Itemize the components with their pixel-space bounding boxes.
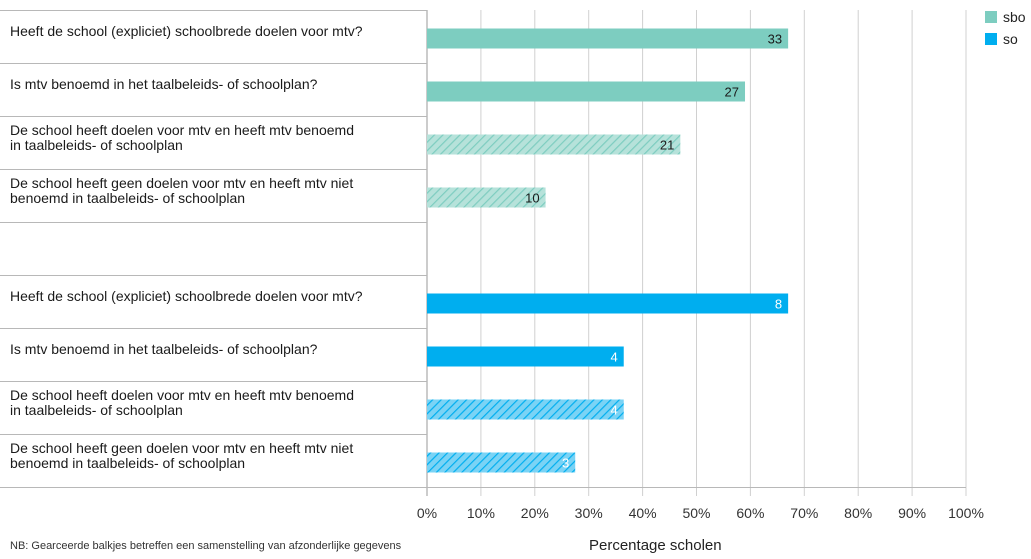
- legend-label-sbo: sbo: [1003, 9, 1026, 25]
- bars: 33 27 21 10 8 4 4 3: [427, 28, 789, 473]
- x-tick-label: 30%: [575, 505, 603, 521]
- x-tick-label: 100%: [948, 505, 984, 521]
- row-separators: [0, 10, 966, 488]
- legend-swatch-so: [985, 33, 997, 45]
- x-axis-label: Percentage scholen: [589, 537, 722, 554]
- x-tick-label: 10%: [467, 505, 495, 521]
- bar-so-3: [427, 399, 624, 420]
- bar-so-2: [427, 346, 624, 367]
- category-label: Heeft de school (expliciet) schoolbrede …: [10, 288, 363, 304]
- category-label: De school heeft geen doelen voor mtv en …: [10, 440, 353, 471]
- legend-label-so: so: [1003, 31, 1018, 47]
- bar-value-label: 10: [525, 191, 539, 206]
- bar-sbo-3: [427, 134, 681, 155]
- bar-value-label: 33: [768, 32, 782, 47]
- x-tick-label: 50%: [682, 505, 710, 521]
- category-label: De school heeft geen doelen voor mtv en …: [10, 175, 353, 206]
- category-labels: Heeft de school (expliciet) schoolbrede …: [10, 23, 363, 471]
- bar-sbo-1: [427, 28, 789, 49]
- x-tick-label: 40%: [629, 505, 657, 521]
- bar-value-label: 21: [660, 138, 674, 153]
- x-tick-label: 0%: [417, 505, 437, 521]
- bar-value-label: 4: [611, 350, 618, 365]
- bar-sbo-4: [427, 187, 546, 208]
- x-tick-label: 60%: [736, 505, 764, 521]
- category-label: Heeft de school (expliciet) schoolbrede …: [10, 23, 363, 39]
- category-label: De school heeft doelen voor mtv en heeft…: [10, 122, 354, 153]
- bar-value-label: 4: [611, 403, 618, 418]
- category-label: Is mtv benoemd in het taalbeleids- of sc…: [10, 341, 318, 357]
- x-tick-label: 70%: [790, 505, 818, 521]
- legend-swatch-sbo: [985, 11, 997, 23]
- footnote: NB: Gearceerde balkjes betreffen een sam…: [10, 540, 402, 552]
- bar-sbo-2: [427, 81, 746, 102]
- tick-labels: 0% 10% 20% 30% 40% 50% 60% 70% 80% 90% 100%: [417, 505, 984, 521]
- category-label: De school heeft doelen voor mtv en heeft…: [10, 387, 354, 418]
- bar-so-1: [427, 293, 789, 314]
- legend: sbo so: [985, 9, 1026, 47]
- bar-value-label: 3: [562, 456, 569, 471]
- x-tick-label: 90%: [898, 505, 926, 521]
- bar-so-4: [427, 452, 576, 473]
- category-label: Is mtv benoemd in het taalbeleids- of sc…: [10, 76, 318, 92]
- bar-value-label: 27: [725, 85, 739, 100]
- x-tick-label: 20%: [521, 505, 549, 521]
- bar-value-label: 8: [775, 297, 782, 312]
- x-tick-label: 80%: [844, 505, 872, 521]
